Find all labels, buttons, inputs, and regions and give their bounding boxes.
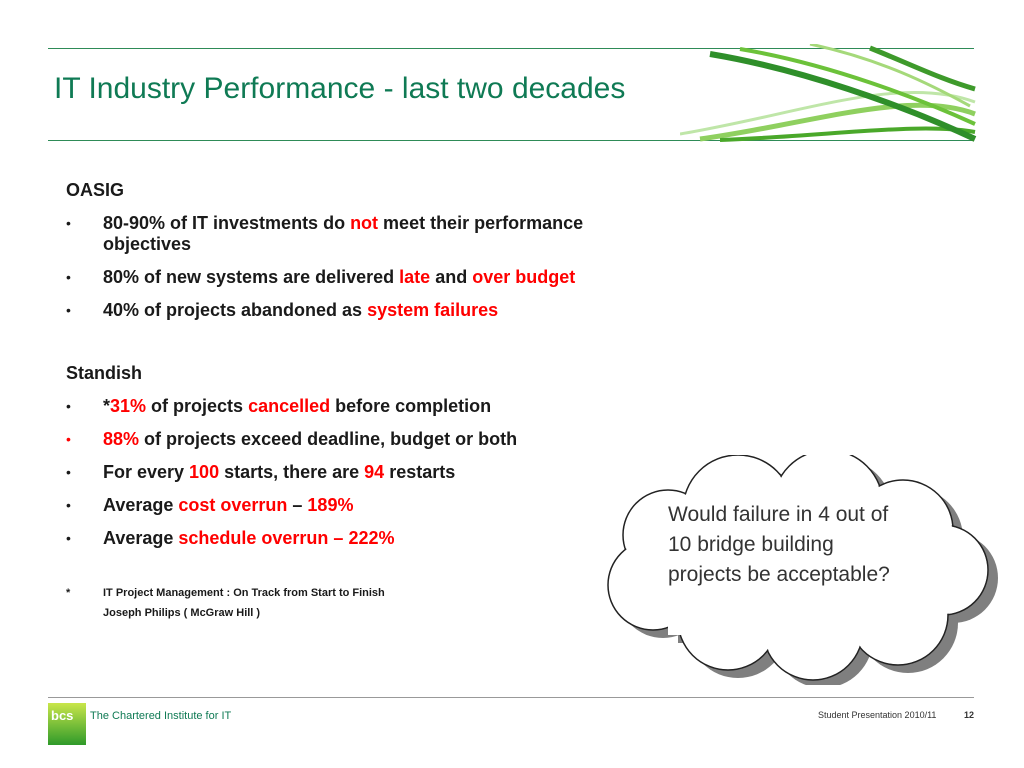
slide-body: OASIG • 80-90% of IT investments do not … <box>66 180 636 623</box>
text-run: 40% of projects abandoned as <box>103 300 368 320</box>
text-run: of projects <box>146 396 249 416</box>
green-swoosh-graphic <box>680 44 977 142</box>
highlight-text: 222% <box>348 528 395 548</box>
footer-rule <box>48 697 974 698</box>
highlight-text: late <box>399 267 431 287</box>
bullet-icon: • <box>66 431 71 447</box>
highlight-text: 100 <box>189 462 220 482</box>
standish-heading: Standish <box>66 363 143 383</box>
text-run: and <box>430 267 473 287</box>
list-item: • *31% of projects cancelled before comp… <box>66 396 636 417</box>
highlight-text: system failures <box>367 300 499 320</box>
highlight-text: 94 <box>364 462 385 482</box>
text-run: restarts <box>384 462 456 482</box>
bullet-icon: • <box>66 215 71 231</box>
slide-title: IT Industry Performance - last two decad… <box>54 72 626 105</box>
text-run: before completion <box>330 396 492 416</box>
list-item: • 80-90% of IT investments do not meet t… <box>66 213 636 255</box>
list-item: • 80% of new systems are delivered late … <box>66 267 636 288</box>
cloud-question: Would failure in 4 out of 10 bridge buil… <box>668 503 890 586</box>
text-run: starts, there are <box>219 462 365 482</box>
bullet-icon: • <box>66 302 71 318</box>
footnote: * IT Project Management : On Track from … <box>66 583 636 623</box>
bullet-icon: • <box>66 398 71 414</box>
header-bottom-rule <box>48 140 974 141</box>
bcs-logo-icon: bcs <box>48 703 86 745</box>
thought-cloud-icon <box>607 455 998 685</box>
text-run: * <box>103 396 111 416</box>
header-top-rule <box>48 48 974 49</box>
highlight-text: 189% <box>307 495 354 515</box>
text-run: 80% of new systems are delivered <box>103 267 400 287</box>
highlight-text: not <box>350 213 379 233</box>
highlight-text: 88% <box>103 429 140 449</box>
oasig-heading: OASIG <box>66 180 125 200</box>
text-run: Average <box>103 528 179 548</box>
highlight-text: 31% <box>110 396 147 416</box>
oasig-list: • 80-90% of IT investments do not meet t… <box>66 213 636 321</box>
text-run: meet their performance objectives <box>103 213 584 254</box>
text-run: – <box>287 495 308 515</box>
highlight-text: cost overrun <box>178 495 288 515</box>
footnote-line-1: IT Project Management : On Track from St… <box>103 587 385 599</box>
presentation-label: Student Presentation 2010/11 <box>818 710 937 720</box>
standish-list: • *31% of projects cancelled before comp… <box>66 396 636 549</box>
highlight-text: cancelled <box>248 396 331 416</box>
footnote-line-2: Joseph Philips ( McGraw Hill ) <box>103 607 261 619</box>
list-item: • For every 100 starts, there are 94 res… <box>66 462 636 483</box>
text-run: 80-90% of IT investments do <box>103 213 351 233</box>
list-item: • 40% of projects abandoned as system fa… <box>66 300 636 321</box>
highlight-text: – <box>328 528 349 548</box>
text-run: Average <box>103 495 179 515</box>
svg-text:bcs: bcs <box>51 708 73 723</box>
footnote-marker: * <box>66 587 71 599</box>
list-item: • 88% of projects exceed deadline, budge… <box>66 429 636 450</box>
bullet-icon: • <box>66 497 71 513</box>
page-number: 12 <box>964 710 975 720</box>
bullet-icon: • <box>66 530 71 546</box>
bullet-icon: • <box>66 269 71 285</box>
list-item: • Average schedule overrun – 222% <box>66 528 636 549</box>
org-name: The Chartered Institute for IT <box>90 710 232 722</box>
text-run: of projects exceed deadline, budget or b… <box>139 429 518 449</box>
bullet-icon: • <box>66 464 71 480</box>
text-run: For every <box>103 462 190 482</box>
highlight-text: over budget <box>472 267 576 287</box>
highlight-text: schedule overrun <box>178 528 329 548</box>
list-item: • Average cost overrun – 189% <box>66 495 636 516</box>
